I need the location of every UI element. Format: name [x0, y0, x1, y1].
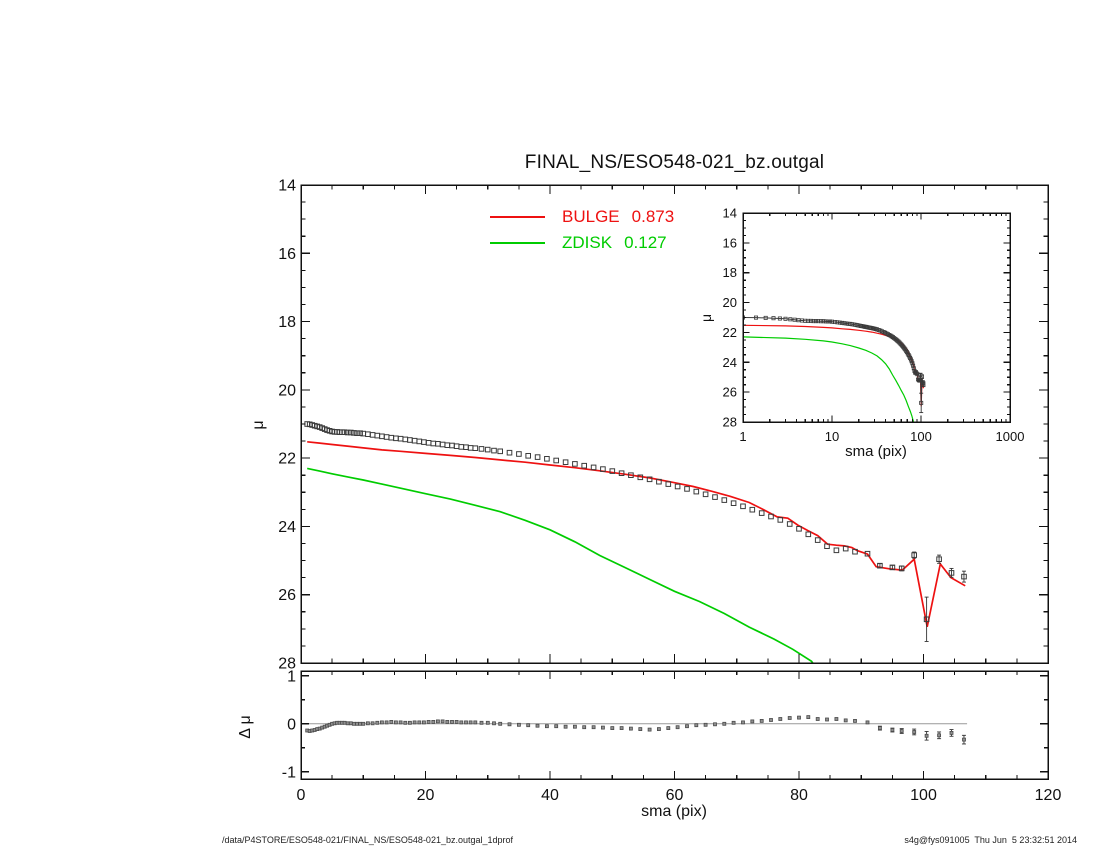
- svg-text:10: 10: [825, 429, 839, 444]
- svg-text:40: 40: [541, 787, 559, 804]
- main-zdisk-model-line: [307, 467, 814, 663]
- inset-y-axis-title: μ: [698, 314, 714, 322]
- resid-axis-frame: [300, 670, 1049, 780]
- footer-file-path: /data/P4STORE/ESO548-021/FINAL_NS/ESO548…: [222, 835, 514, 845]
- svg-text:100: 100: [910, 787, 937, 804]
- svg-text:28: 28: [278, 656, 296, 673]
- main-series: [304, 421, 967, 663]
- svg-text:0: 0: [287, 716, 296, 733]
- zdisk-line-swatch: [490, 242, 545, 244]
- svg-text:20: 20: [417, 787, 435, 804]
- main-bulge-model-line: [307, 440, 966, 627]
- svg-text:16: 16: [278, 246, 296, 263]
- svg-text:14: 14: [278, 178, 296, 195]
- inset-series: [743, 315, 926, 422]
- legend-label-bulge: BULGE: [562, 207, 620, 226]
- footer-user-timestamp: s4g@fys091005 Thu Jun 5 23:32:51 2014: [904, 835, 1077, 845]
- svg-text:24: 24: [723, 355, 737, 370]
- svg-text:60: 60: [666, 787, 684, 804]
- main-y-axis-title: μ: [250, 420, 267, 429]
- svg-text:20: 20: [723, 295, 737, 310]
- svg-text:26: 26: [278, 587, 296, 604]
- legend-entry-zdisk: ZDISK 0.127: [490, 233, 667, 253]
- svg-text:22: 22: [723, 325, 737, 340]
- plot-title: FINAL_NS/ESO548-021_bz.outgal: [524, 152, 825, 173]
- svg-text:1: 1: [739, 429, 746, 444]
- svg-text:20: 20: [278, 382, 296, 399]
- svg-text:16: 16: [723, 235, 737, 250]
- legend-value-zdisk: 0.127: [624, 233, 667, 252]
- svg-text:26: 26: [723, 385, 737, 400]
- svg-text:120: 120: [1035, 787, 1062, 804]
- svg-text:100: 100: [910, 429, 932, 444]
- svg-text:18: 18: [723, 265, 737, 280]
- bulge-line-swatch: [490, 216, 545, 218]
- inset-x-axis-title: sma (pix): [845, 443, 907, 460]
- inset-axis-frame: [742, 212, 1011, 423]
- svg-text:1: 1: [287, 668, 296, 685]
- svg-text:28: 28: [723, 415, 737, 430]
- main-axis-frame: [300, 184, 1049, 664]
- svg-text:1000: 1000: [996, 429, 1025, 444]
- inset-zdisk-model-line: [743, 336, 915, 422]
- svg-text:-1: -1: [282, 764, 296, 781]
- svg-text:0: 0: [297, 787, 306, 804]
- inset-plot: 1 10 100 1000 14 16 18 20 22 24 26 28 μ sma (pix): [698, 206, 1024, 461]
- svg-text:24: 24: [278, 519, 296, 536]
- main-tick-labels: 14 16 18 20 22 24 26 28: [278, 178, 296, 673]
- resid-y-axis-title: Δ μ: [237, 715, 254, 738]
- inset-tick-labels: 1 10 100 1000 14 16 18 20 22 24 26 28: [723, 206, 1025, 445]
- svg-text:14: 14: [723, 206, 737, 221]
- legend-label-zdisk: ZDISK: [562, 233, 613, 252]
- svg-text:22: 22: [278, 451, 296, 468]
- svg-text:18: 18: [278, 314, 296, 331]
- legend-value-bulge: 0.873: [631, 207, 675, 226]
- main-plot: 14 16 18 20 22 24 26 28 μ: [250, 178, 1049, 673]
- resid-tick-labels: 0 20 40 60 80 100 120-101: [282, 668, 1062, 804]
- resid-x-axis-title: sma (pix): [641, 803, 707, 820]
- svg-text:80: 80: [790, 787, 808, 804]
- legend-entry-bulge: BULGE 0.873: [490, 207, 674, 227]
- resid-series: [305, 715, 966, 745]
